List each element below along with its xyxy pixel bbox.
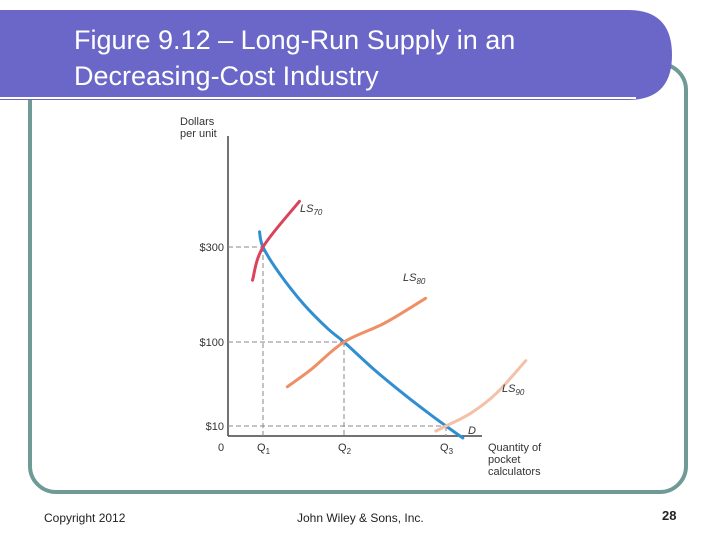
x-tick-subscript: 2 xyxy=(347,447,352,456)
y-tick-label: $10 xyxy=(206,421,224,433)
copyright-text: Copyright 2012 xyxy=(44,511,126,525)
slide-title: Figure 9.12 – Long-Run Supply in an Decr… xyxy=(74,22,634,94)
x-tick-label: Q1 xyxy=(257,442,271,456)
x-tick-label: Q2 xyxy=(338,442,352,456)
series-ls80-label-subscript: 80 xyxy=(416,277,425,286)
series-ls70-label: LS70 xyxy=(300,203,323,217)
series-ls90-label-subscript: 90 xyxy=(515,388,524,397)
x-axis-title-line: Quantity of xyxy=(488,442,542,454)
x-tick-label: Q3 xyxy=(440,442,454,456)
y-tick-label: $300 xyxy=(200,242,224,254)
series-d-label: D xyxy=(468,425,476,437)
origin-label: 0 xyxy=(218,442,224,454)
title-banner xyxy=(0,10,672,100)
x-axis-title-line: pocket xyxy=(488,454,520,466)
series-ls90-label: LS90 xyxy=(502,383,525,397)
series-ls70-label-subscript: 70 xyxy=(313,208,322,217)
series-ls70-curve xyxy=(251,199,301,282)
page-number: 28 xyxy=(662,508,677,523)
x-tick-subscript: 3 xyxy=(449,447,454,456)
publisher-text: John Wiley & Sons, Inc. xyxy=(297,511,424,525)
y-tick-label: $100 xyxy=(200,337,224,349)
y-axis-title-line: Dollars xyxy=(180,116,215,128)
series-ls90-curve xyxy=(434,359,528,433)
x-axis-title-line: calculators xyxy=(488,466,541,478)
x-axis-title: Quantity of pocket calculators xyxy=(488,442,542,478)
series-ls80-label: LS80 xyxy=(403,272,426,286)
slide-title-line2: Decreasing-Cost Industry xyxy=(74,61,379,91)
series-ls80-curve xyxy=(285,296,428,389)
slide-title-line1: Figure 9.12 – Long-Run Supply in an xyxy=(74,25,516,55)
x-tick-subscript: 1 xyxy=(266,447,271,456)
y-axis-title: Dollars per unit xyxy=(180,116,217,140)
y-axis-title-line: per unit xyxy=(180,128,217,140)
